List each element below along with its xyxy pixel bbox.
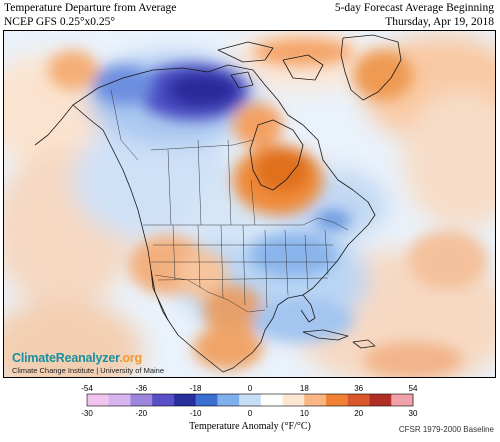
legend-swatch [326, 394, 349, 406]
title-line-1: Temperature Departure from Average [4, 2, 177, 14]
legend-tick-f: 0 [248, 384, 253, 393]
legend-swatch [282, 394, 305, 406]
legend-tick-f: -36 [136, 384, 148, 393]
legend-tick-c: -10 [190, 409, 202, 418]
forecast-info: 5-day Forecast Average Beginning Thursda… [335, 2, 494, 29]
map-title: Temperature Departure from Average NCEP … [4, 2, 176, 29]
legend-tick-c: 30 [409, 409, 418, 418]
legend-swatch [87, 394, 110, 406]
legend-swatch [130, 394, 153, 406]
legend-tick-c: 10 [300, 409, 309, 418]
borders [110, 89, 349, 313]
legend-tick-f: 54 [409, 384, 418, 393]
climate-reanalyzer-logo: ClimateReanalyzer.org Climate Change Ins… [12, 351, 164, 375]
legend-tick-c: 0 [248, 409, 253, 418]
legend-tick-c: 20 [354, 409, 363, 418]
legend-tick-f: -18 [190, 384, 202, 393]
forecast-date: Thursday, Apr 19, 2018 [385, 15, 494, 28]
anomaly-detail [48, 38, 488, 378]
legend-swatch [195, 394, 218, 406]
legend-tick-c: -30 [81, 409, 93, 418]
baseline-note: CFSR 1979-2000 Baseline [398, 425, 494, 434]
logo-brand-suffix: .org [119, 351, 142, 365]
map-frame [3, 30, 496, 378]
title-line-2: NCEP GFS 0.25°x0.25° [4, 15, 116, 28]
logo-brand-main: ClimateReanalyzer [12, 351, 120, 365]
legend-swatch [152, 394, 175, 406]
color-legend: -54 -36 -18 0 18 36 54 -30 -20 -10 0 10 20 30 Temperat… [0, 380, 500, 437]
legend-swatch [260, 394, 284, 406]
legend-title: Temperature Anomaly (°F/°C) [189, 421, 311, 432]
coastlines [34, 34, 402, 373]
logo-institution: Climate Change Institute | University of… [12, 366, 165, 375]
logo-brand: ClimateReanalyzer.org [12, 351, 164, 365]
legend-swatch [173, 394, 197, 406]
legend-swatch [369, 394, 392, 406]
legend-swatch [108, 394, 131, 406]
legend-tick-f: 36 [354, 384, 363, 393]
map-canvas [3, 30, 496, 378]
legend-tick-f: -54 [81, 384, 93, 393]
legend-swatch [304, 394, 327, 406]
legend-frame [86, 393, 414, 407]
legend-tick-f: 18 [300, 384, 309, 393]
legend-swatch [239, 394, 262, 406]
forecast-line-1: 5-day Forecast Average Beginning [334, 2, 494, 14]
legend-swatch [347, 394, 371, 406]
legend-swatch [217, 394, 240, 406]
legend-swatch [391, 394, 414, 406]
legend-tick-c: -20 [136, 409, 148, 418]
anomaly-map [3, 30, 496, 378]
legend-canvas: -54 -36 -18 0 18 36 54 -30 -20 -10 0 10 20 30 Temperat… [81, 384, 418, 432]
